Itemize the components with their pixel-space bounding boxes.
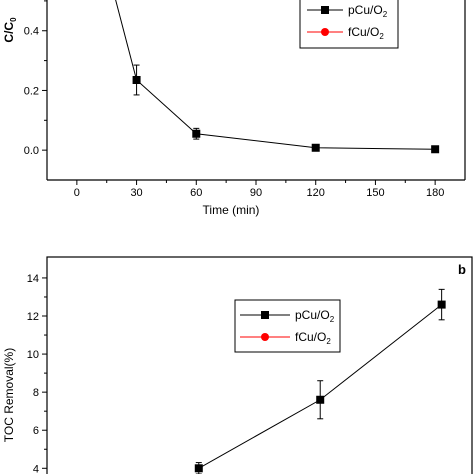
panel-a-legend-label: fCu/O2 bbox=[348, 25, 384, 41]
panel-b-legend-marker bbox=[261, 311, 269, 319]
panel-b-plot-area bbox=[194, 288, 446, 474]
panel-b-frame bbox=[46, 256, 473, 474]
panel-a-legend-label: pCu/O2 bbox=[348, 3, 388, 19]
panel-b-legend-marker bbox=[261, 333, 269, 341]
panel-b-legend-box bbox=[234, 299, 341, 353]
panel-a-legend: pCu/O2 fCu/O2 bbox=[299, 0, 399, 49]
panel-b-y-tick-label: 12 bbox=[27, 311, 39, 323]
panel-a-x-tick-label: 180 bbox=[426, 187, 444, 199]
panel-a-x-tick-label: 120 bbox=[307, 187, 325, 199]
panel-b-data-point bbox=[194, 464, 203, 473]
panel-a-plot-area bbox=[115, 0, 440, 154]
panel-b-legend-label: pCu/O2 bbox=[295, 308, 335, 324]
panel-a-y-axis-title: C/C0 bbox=[2, 17, 18, 43]
panel-b-y-tick-label: 4 bbox=[33, 463, 39, 474]
panel-a-data-point bbox=[132, 76, 141, 84]
panel-b-legend-label: fCu/O2 bbox=[295, 330, 331, 346]
panel-a-x-axis-title: Time (min) bbox=[203, 203, 260, 217]
panel-b-data-point bbox=[437, 300, 446, 309]
panel-b-legend: pCu/O2 fCu/O2 bbox=[234, 299, 341, 353]
panel-a-legend-marker bbox=[321, 28, 329, 36]
panel-b-y-tick-label: 14 bbox=[27, 273, 39, 285]
panel-b-y-tick-label: 8 bbox=[33, 387, 39, 399]
panel-a-x-tick-label: 150 bbox=[366, 187, 384, 199]
panel-b-letter: b bbox=[458, 262, 466, 277]
panel-b: 4 6 8 10 12 14 TOC Removal(%) b pCu/O2 fCu/O2 bbox=[2, 256, 473, 474]
panel-a-data-point bbox=[192, 129, 201, 138]
panel-a-x-tick-label: 0 bbox=[74, 187, 80, 199]
panel-b-y-tick-label: 6 bbox=[33, 425, 39, 437]
panel-b-y-axis-title: TOC Removal(%) bbox=[2, 348, 16, 442]
panel-a-y-tick-label: 0.0 bbox=[24, 145, 39, 157]
panel-a-legend-box bbox=[299, 0, 399, 49]
panel-a-y-tick-label: 0.4 bbox=[24, 26, 39, 38]
panel-a-data-point bbox=[311, 143, 320, 152]
panel-a: 0 30 60 90 120 150 180 0.0 0.2 0.4 Time (min) C/C0 p… bbox=[2, 0, 466, 217]
panel-a-x-tick-label: 60 bbox=[190, 187, 202, 199]
panel-b-y-tick-label: 10 bbox=[27, 349, 39, 361]
panel-a-x-tick-label: 90 bbox=[250, 187, 262, 199]
panel-a-legend-marker bbox=[321, 6, 329, 14]
panel-a-x-tick-label: 30 bbox=[130, 187, 142, 199]
panel-b-data-point bbox=[316, 395, 325, 404]
panel-a-data-point bbox=[431, 145, 440, 154]
panel-a-y-tick-label: 0.2 bbox=[24, 85, 39, 97]
